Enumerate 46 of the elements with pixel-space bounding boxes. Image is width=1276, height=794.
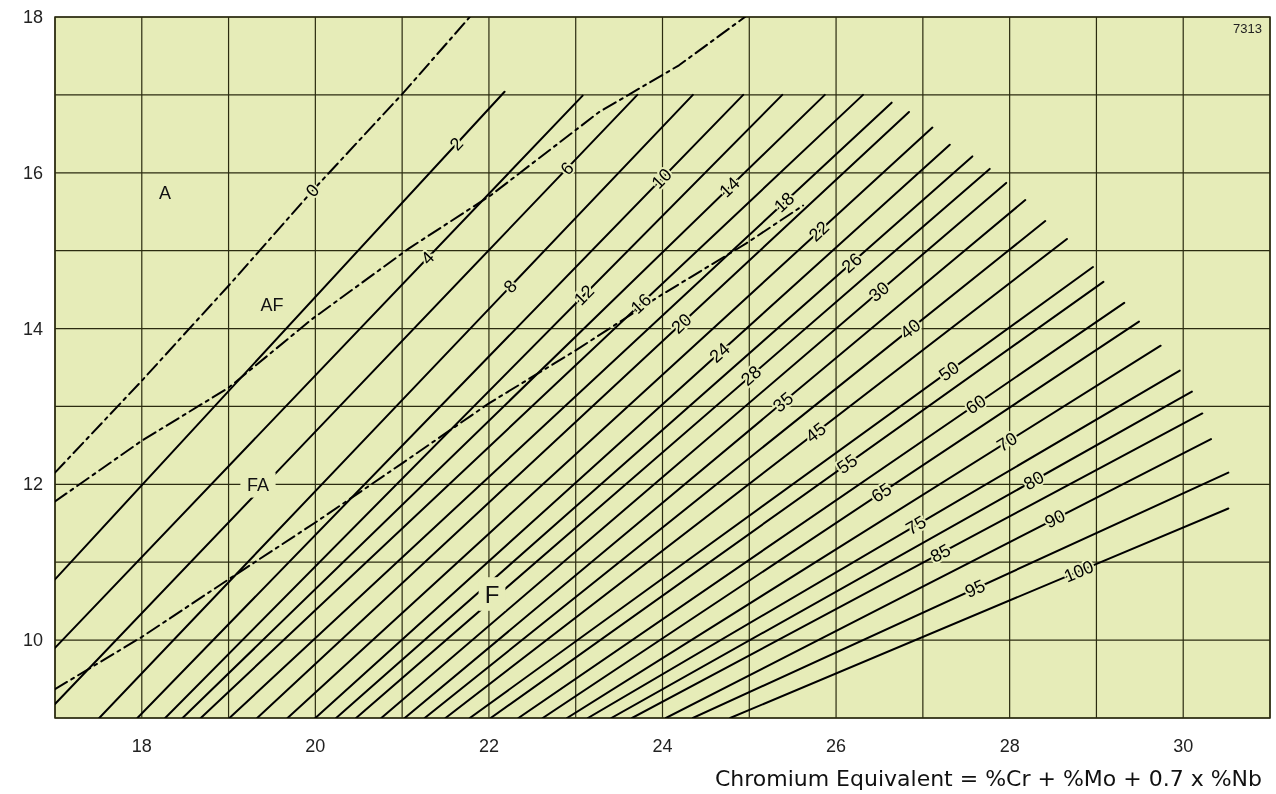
line-series [55,17,471,474]
text: 55 [833,450,862,479]
text: 35 [768,388,798,417]
annotation: FA [246,475,270,495]
y-tick-label: 16 [22,162,44,183]
text: 4 [416,247,439,269]
text: 65 [867,478,896,507]
y-tick-label: 18 [22,7,44,27]
y-tick-label: 12 [22,474,44,495]
annotation: F [484,580,500,608]
annotation: A [158,183,172,203]
text: 18 [770,188,799,217]
text: 28 [737,361,766,390]
y-tick-label: 10 [22,630,44,651]
text: 8 [499,276,521,298]
text: 14 [715,173,744,202]
x-tick-label: 22 [478,736,499,756]
x-tick-label: 20 [305,736,326,756]
x-tick-label: 26 [826,736,847,756]
x-axis-title: Chromium Equivalent = %Cr + %Mo + 0.7 x %Nb [714,766,1262,791]
text: 95 [961,575,989,602]
text: 80 [1020,466,1048,495]
text: 70 [993,428,1021,456]
text: 100 [1061,556,1097,587]
text: 26 [837,248,866,278]
text: 22 [804,217,834,246]
x-tick-label: 28 [999,736,1020,756]
text: 12 [569,280,599,310]
y-tick-label: 14 [22,318,44,339]
text: 90 [1041,505,1069,533]
text: 60 [961,390,990,419]
x-tick-label: 30 [1173,736,1194,756]
text: 20 [667,309,696,338]
text: 24 [705,338,734,367]
text: 0 [301,180,324,201]
text: 85 [926,539,954,567]
text: 16 [626,289,656,318]
text: 10 [647,164,676,193]
text: 30 [864,277,894,306]
annotation: 7313 [1233,21,1262,36]
text: 40 [896,314,925,344]
text: 75 [902,511,930,540]
text: 45 [801,418,830,447]
annotation: AF [260,295,284,315]
x-tick-label: 24 [652,736,673,756]
x-tick-label: 18 [131,736,152,756]
